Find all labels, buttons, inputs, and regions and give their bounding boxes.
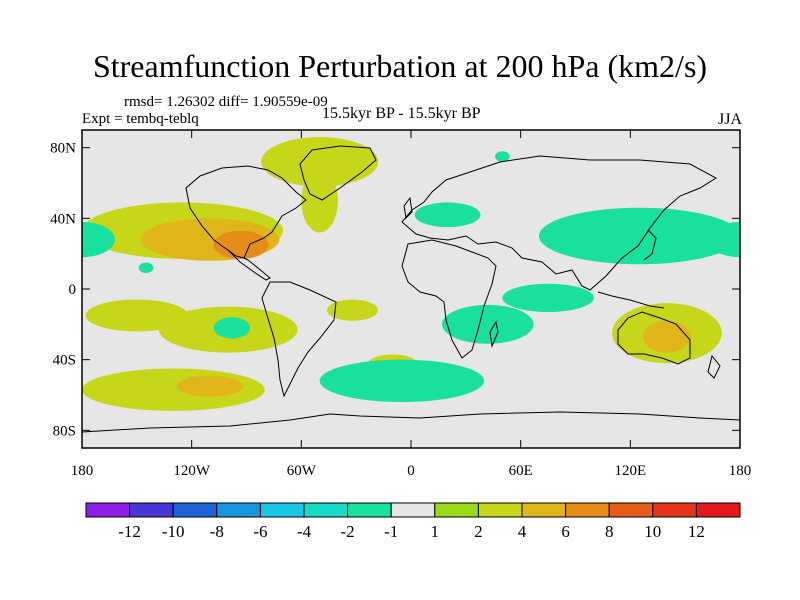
coast-greenland <box>299 145 377 201</box>
colorbar-swatch <box>85 502 131 518</box>
anomaly-southern-africa-core <box>462 313 507 335</box>
colorbar-label: -1 <box>384 522 398 541</box>
colorbar-label: -10 <box>162 522 185 541</box>
colorbar-swatch <box>695 502 741 518</box>
anomaly-central-south-pacific <box>744 300 800 332</box>
lat-tick-label: 40N <box>50 211 76 227</box>
colorbar-swatch <box>434 502 479 518</box>
anomaly-central-pacific-west <box>82 221 115 258</box>
coast-japan <box>643 229 657 261</box>
colorbar-swatch <box>259 502 305 518</box>
lon-tick-label: 60W <box>287 463 317 479</box>
map-axes: 180 120W 60W 0 60E 120E 180 80N 40N 0 40S 80S <box>50 130 751 479</box>
colorbar-label: 10 <box>644 522 661 541</box>
colorbar-label: -6 <box>253 522 267 541</box>
colorbar-label: 8 <box>605 522 614 541</box>
colorbar-swatch <box>216 502 261 518</box>
experiment-label: Expt = tembq-teblq <box>82 111 199 127</box>
anomaly-australia-core <box>643 320 691 353</box>
coast-antarctica <box>82 411 740 433</box>
lat-tick-label: 40S <box>53 353 76 369</box>
lon-tick-label: 60E <box>509 463 533 479</box>
anomaly-southeast-pacific-inner <box>228 320 243 332</box>
anomaly-north-pacific-north-america <box>740 202 800 259</box>
rmsd-diff-stats: rmsd= 1.26302 diff= 1.90559e-09 <box>124 94 328 110</box>
coast-central-america <box>227 249 271 281</box>
colorbar-swatch <box>608 502 654 518</box>
colorbar-label: -12 <box>118 522 141 541</box>
colorbar: -12 -10 -8 -6 -4 -2 -1 1 2 4 6 8 10 12 <box>85 502 741 541</box>
anomaly-europe <box>414 202 481 228</box>
anomaly-indian-ocean-band <box>502 283 594 312</box>
anomaly-gulf-of-mexico <box>213 230 269 259</box>
colorbar-swatch <box>303 502 349 518</box>
colorbar-swatch <box>172 502 218 518</box>
coast-australia <box>617 311 691 365</box>
coastlines <box>82 145 740 433</box>
anomaly-asia-north-pacific-core <box>584 221 713 251</box>
colorbar-label: -2 <box>341 522 355 541</box>
anomaly-greenland-arm <box>301 168 338 233</box>
coast-indonesia <box>597 291 665 309</box>
lon-tick-label: 0 <box>407 463 415 479</box>
coast-africa <box>401 239 497 359</box>
season-label: JJA <box>717 111 742 128</box>
anomaly-greenland <box>261 137 379 187</box>
colorbar-label: -4 <box>297 522 312 541</box>
period-label: 15.5kyr BP - 15.5kyr BP <box>322 105 481 122</box>
lon-tick-label: 120W <box>173 463 211 479</box>
colorbar-label: 2 <box>474 522 483 541</box>
plot-title: Streamfunction Perturbation at 200 hPa (… <box>92 48 708 84</box>
lat-tick-label: 80N <box>50 141 76 157</box>
lon-tick-label: 180 <box>729 463 752 479</box>
colorbar-label: 1 <box>431 522 440 541</box>
coast-europe-asia <box>401 155 717 291</box>
lon-tick-label: 120E <box>614 463 646 479</box>
anomaly-southern-ocean-pacific <box>740 369 800 411</box>
lat-tick-label: 0 <box>69 282 77 298</box>
colorbar-swatch <box>565 502 610 518</box>
anomaly-fields <box>82 137 800 411</box>
lat-tick-label: 80S <box>53 423 76 439</box>
lon-tick-label: 180 <box>71 463 94 479</box>
colorbar-label: 6 <box>561 522 570 541</box>
colorbar-swatch <box>129 502 174 518</box>
colorbar-swatch <box>521 502 567 518</box>
anomaly-east-asia-small <box>495 151 510 162</box>
colorbar-label: 12 <box>688 522 705 541</box>
coast-new-zealand <box>707 354 721 379</box>
colorbar-label: 4 <box>518 522 527 541</box>
coast-uk <box>403 196 413 220</box>
colorbar-label: -8 <box>210 522 224 541</box>
colorbar-swatch <box>477 502 523 518</box>
anomaly-south-atlantic-small <box>326 299 379 321</box>
anomaly-south-atlantic-southern-ocean <box>319 359 485 403</box>
colorbar-swatch <box>652 502 697 518</box>
coast-madagascar <box>489 320 499 348</box>
anomaly-southern-ocean-pacific-core <box>177 375 243 397</box>
anomaly-hawaii <box>138 262 154 274</box>
colorbar-swatch <box>390 502 436 518</box>
colorbar-swatch <box>347 502 392 518</box>
coast-south-america <box>261 281 337 398</box>
